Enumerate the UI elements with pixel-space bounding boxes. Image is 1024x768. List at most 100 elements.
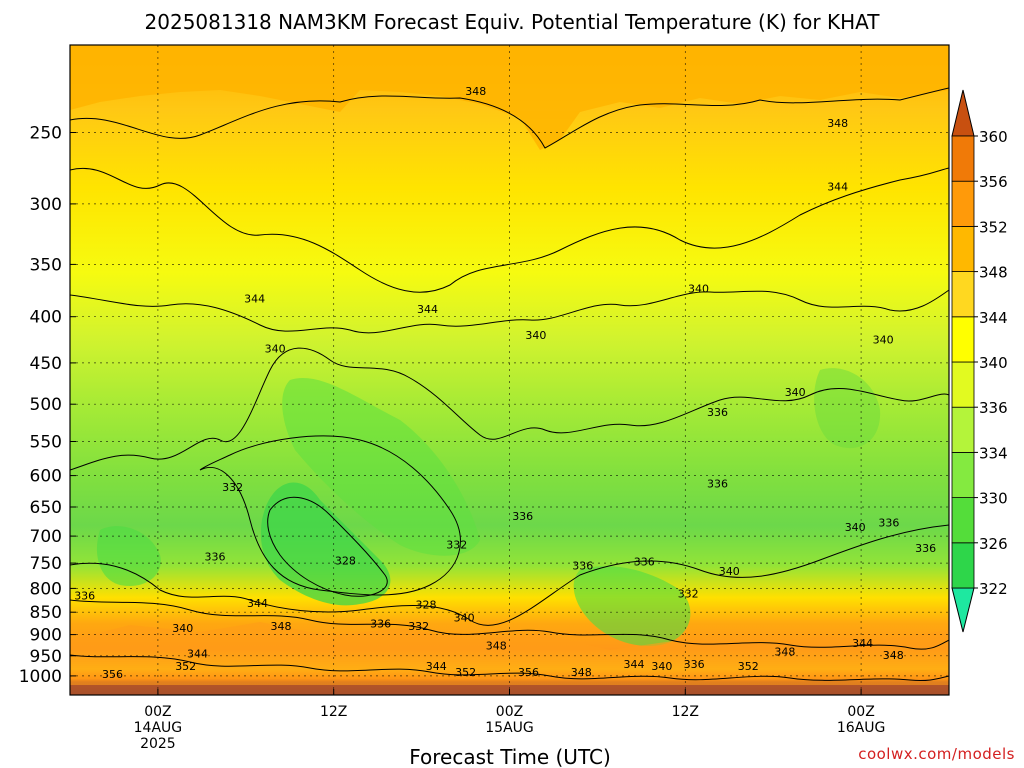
contour-label: 344 (827, 181, 848, 194)
x-tick-label: 14AUG (134, 720, 183, 736)
colorbar: 322 326 330 334 336 340 344 348 352 356 360 (951, 89, 1008, 633)
orange-lower-band (70, 622, 949, 685)
contour-344 (70, 167, 949, 293)
y-tick-label: 250 (30, 124, 62, 144)
chart-title: 2025081318 NAM3KM Forecast Equiv. Potent… (145, 10, 881, 34)
contour-label: 340 (873, 334, 894, 347)
y-tick-label: 750 (30, 554, 62, 574)
y-tick-label: 450 (30, 354, 62, 374)
contour-352 (70, 654, 949, 681)
contour-label: 348 (486, 639, 507, 652)
y-tick-label: 1000 (19, 667, 62, 687)
colorbar-label: 352 (979, 218, 1008, 236)
colorbar-band (951, 361, 975, 408)
contour-label: 336 (707, 477, 728, 490)
colorbar-band (951, 316, 975, 363)
contour-label: 344 (426, 660, 447, 673)
contour-332 (199, 435, 461, 596)
colorbar-upper-arrow (951, 89, 975, 137)
contour-label: 344 (244, 293, 265, 306)
contour-label: 336 (512, 510, 533, 523)
colorbar-lower-arrow (951, 587, 975, 633)
contour-label: 344 (624, 658, 645, 671)
contour-340-low (70, 599, 949, 650)
y-tick-label: 350 (30, 255, 62, 275)
y-tick-label: 850 (30, 603, 62, 623)
colorbar-label: 360 (979, 128, 1008, 146)
contour-lines (70, 87, 949, 681)
colorbar-band (951, 180, 975, 227)
contour-label: 336 (370, 618, 391, 631)
contour-label: 336 (878, 516, 899, 529)
contour-label: 344 (187, 648, 208, 661)
colorbar-label: 340 (979, 354, 1008, 372)
x-tick-label: 2025 (140, 736, 176, 752)
contour-label: 348 (883, 649, 904, 662)
colorbar-band (951, 135, 975, 182)
contour-336-a (70, 347, 949, 471)
contour-label: 336 (205, 550, 226, 563)
contour-label: 332 (678, 587, 699, 600)
green-core-region-3 (573, 566, 691, 646)
colorbar-label: 336 (979, 399, 1008, 417)
colorbar-band (951, 225, 975, 272)
contour-label: 340 (688, 282, 709, 295)
y-tick-label: 700 (30, 527, 62, 547)
watermark: coolwx.com/models (858, 745, 1015, 763)
contour-label: 332 (408, 620, 429, 633)
contour-348 (70, 87, 949, 149)
colorbar-band (951, 406, 975, 453)
colorbar-label: 348 (979, 264, 1008, 282)
y-tick-label: 600 (30, 467, 62, 487)
contour-label: 340 (845, 521, 866, 534)
contour-label: 340 (785, 386, 806, 399)
contour-label: 340 (525, 329, 546, 342)
contour-label: 336 (572, 560, 593, 573)
x-tick-label: 15AUG (485, 720, 534, 736)
green-core-region-5 (814, 368, 881, 449)
contour-label: 336 (915, 542, 936, 555)
y-tick-label: 900 (30, 626, 62, 646)
x-tick-label: 16AUG (837, 720, 886, 736)
contour-340 (70, 289, 949, 334)
contour-label: 344 (852, 637, 873, 650)
contour-label: 348 (271, 620, 292, 633)
y-axis: 250 300 350 400 450 500 550 600 650 700 750 800 850 9… (19, 124, 76, 687)
contour-label: 356 (518, 666, 539, 679)
colorbar-band (951, 542, 975, 589)
y-tick-label: 550 (30, 433, 62, 453)
contour-label: 340 (454, 612, 475, 625)
y-tick-label: 800 (30, 579, 62, 599)
colorbar-label: 344 (979, 309, 1008, 327)
contour-328 (267, 496, 388, 597)
contour-label: 348 (571, 666, 592, 679)
contour-label: 340 (265, 343, 286, 356)
colorbar-label: 322 (979, 580, 1008, 598)
colorbar-label: 330 (979, 490, 1008, 508)
contour-label: 352 (738, 660, 759, 673)
grid-lines (70, 45, 949, 695)
contour-label: 332 (446, 538, 467, 551)
y-tick-label: 400 (30, 308, 62, 328)
green-core-region-1 (260, 482, 391, 606)
contour-label: 336 (74, 590, 95, 603)
contour-label: 332 (222, 481, 243, 494)
contour-label: 352 (175, 660, 196, 673)
contour-label: 336 (684, 658, 705, 671)
contour-label: 344 (247, 597, 268, 610)
y-tick-label: 950 (30, 647, 62, 667)
colorbar-label: 326 (979, 535, 1008, 553)
contour-label: 344 (417, 303, 438, 316)
y-tick-label: 650 (30, 498, 62, 518)
contour-label: 348 (827, 117, 848, 130)
contour-label: 340 (651, 660, 672, 673)
x-tick-label: 00Z (144, 704, 171, 720)
colorbar-label: 356 (979, 173, 1008, 191)
x-tick-label: 00Z (847, 704, 874, 720)
contour-label: 336 (634, 556, 655, 569)
contour-label: 348 (774, 646, 795, 659)
contour-label: 348 (465, 85, 486, 98)
